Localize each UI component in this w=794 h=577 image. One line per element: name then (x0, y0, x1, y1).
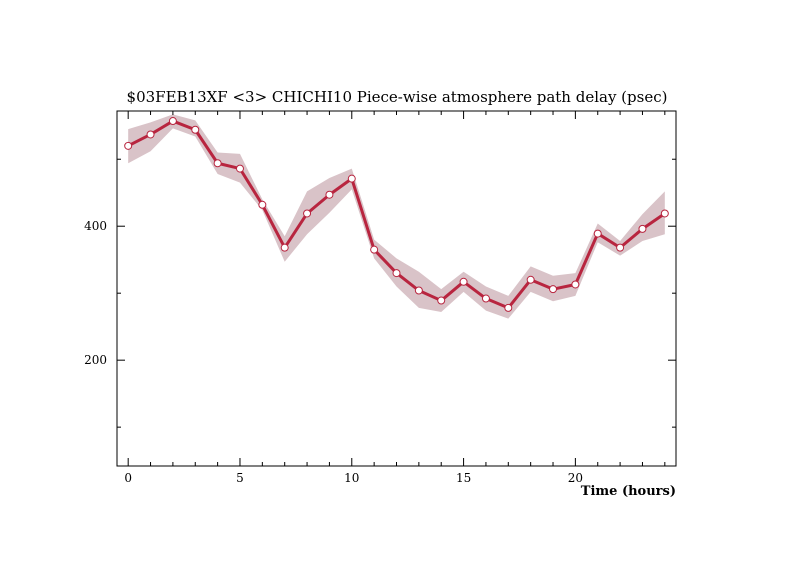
x-tick-label: 10 (344, 471, 359, 485)
data-point (258, 200, 267, 209)
data-point (414, 286, 423, 295)
data-point (459, 277, 468, 286)
data-point (370, 245, 379, 254)
data-point (280, 243, 289, 252)
data-point (213, 159, 222, 168)
data-point (638, 224, 647, 233)
data-point (660, 209, 669, 218)
x-axis-label: Time (hours) (581, 484, 676, 499)
data-point (325, 190, 334, 199)
data-point (593, 229, 602, 238)
data-point (481, 294, 490, 303)
y-tick-label: 400 (84, 219, 107, 233)
data-point (526, 275, 535, 284)
data-point (235, 164, 244, 173)
data-point (124, 141, 133, 150)
data-point (437, 296, 446, 305)
confidence-band-area (128, 114, 665, 319)
x-tick-label: 20 (568, 471, 583, 485)
data-point (146, 130, 155, 139)
data-point (191, 125, 200, 134)
plot-frame (116, 110, 677, 467)
data-point (616, 243, 625, 252)
x-tick-label: 15 (456, 471, 471, 485)
data-marker-layer (124, 117, 669, 312)
x-tick-label: 0 (124, 471, 132, 485)
y-tick-label: 200 (84, 353, 107, 367)
data-point (549, 285, 558, 294)
data-point (347, 174, 356, 183)
x-tick-label: 5 (236, 471, 244, 485)
confidence-band (128, 114, 665, 319)
data-point (504, 303, 513, 312)
data-point (392, 269, 401, 278)
data-point (168, 117, 177, 126)
data-point (303, 209, 312, 218)
chart-title: $03FEB13XF <3> CHICHI10 Piece-wise atmos… (127, 88, 668, 106)
axis-ticks: 0 5 10 15 20 200 400 (84, 111, 676, 485)
data-point (571, 280, 580, 289)
